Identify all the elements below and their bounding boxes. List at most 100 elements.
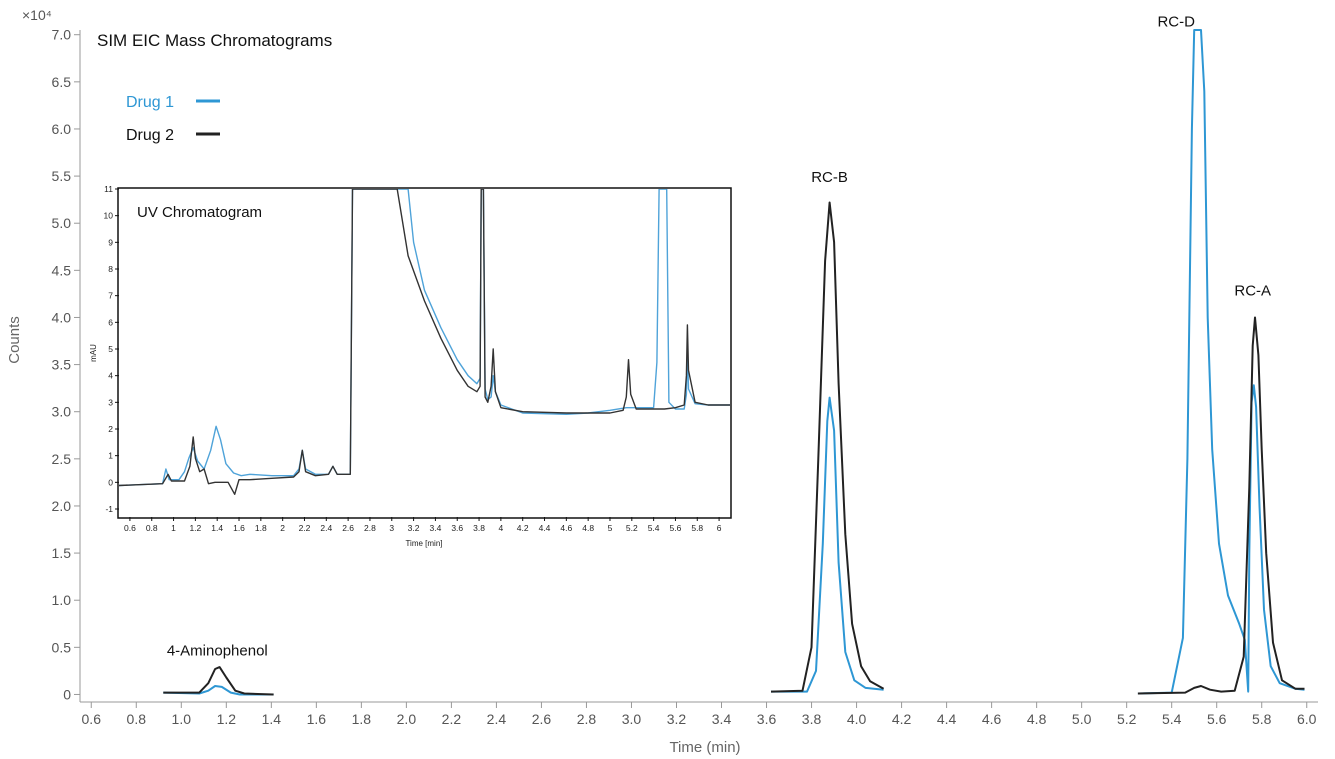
x-tick-label: 5.6 (1207, 711, 1227, 727)
inset-x-tick-label: 4.8 (582, 523, 594, 533)
legend: Drug 1 Drug 2 (126, 94, 220, 144)
inset-x-ticks: 0.6 0.8 1 1.2 1.4 1.6 1.8 2 2.2 2.4 2.6 2.8 3 3.2 3.4 3… (124, 517, 722, 533)
y-tick-label: 3.5 (52, 357, 72, 373)
inset-y-tick-label: 8 (108, 264, 113, 274)
inset-series (119, 189, 730, 495)
inset-y-tick-label: 11 (104, 184, 113, 194)
inset-x-tick-label: 0.6 (124, 523, 136, 533)
legend-entry-drug-1: Drug 1 (126, 94, 174, 111)
inset-y-tick-label: 7 (108, 291, 113, 301)
inset-x-tick-label: 5.4 (648, 523, 660, 533)
y-tick-label: 4.0 (52, 309, 72, 325)
inset-x-axis-label: Time [min] (405, 539, 442, 548)
x-tick-label: 3.0 (622, 711, 642, 727)
y-tick-label: 1.5 (52, 545, 72, 561)
inset-y-tick-label: 2 (108, 424, 113, 434)
inset-x-tick-label: 2 (280, 523, 285, 533)
x-tick-label: 3.6 (757, 711, 777, 727)
inset-y-tick-label: 9 (108, 237, 113, 247)
inset-x-tick-label: 3.4 (429, 523, 441, 533)
y-tick-label: 3.0 (52, 404, 72, 420)
y-tick-label: 1.0 (52, 592, 72, 608)
x-tick-label: 4.8 (1027, 711, 1047, 727)
x-tick-label: 5.0 (1072, 711, 1092, 727)
series-drug-1-trace (1137, 29, 1305, 695)
inset-x-tick-label: 4.6 (560, 523, 572, 533)
x-tick-label: 1.6 (307, 711, 327, 727)
peak-label-rc-a: RC-A (1234, 282, 1271, 299)
y-tick-label: 6.0 (52, 121, 72, 137)
inset-y-tick-label: 4 (108, 371, 113, 381)
inset-x-tick-label: 3.2 (408, 523, 420, 533)
inset-x-tick-label: 0.8 (146, 523, 158, 533)
x-tick-label: 1.0 (172, 711, 192, 727)
x-tick-label: 3.2 (667, 711, 687, 727)
inset-y-tick-label: 5 (108, 344, 113, 354)
inset-x-tick-label: 4.4 (539, 523, 551, 533)
inset-x-tick-label: 6 (717, 523, 722, 533)
inset-x-tick-label: 1.2 (189, 523, 201, 533)
x-tick-label: 5.2 (1117, 711, 1137, 727)
peak-label-rc-b: RC-B (811, 169, 848, 186)
inset-x-tick-label: 2.4 (320, 523, 332, 533)
inset-x-tick-label: 5.8 (691, 523, 703, 533)
x-ticks: 0.6 0.8 1.0 1.2 1.4 1.6 1.8 2.0 2.2 2.4 2.6 2.8 3.0 3… (82, 702, 1317, 727)
inset-series-drug-1-trace (119, 189, 730, 487)
x-tick-label: 0.6 (82, 711, 102, 727)
x-tick-label: 1.2 (217, 711, 237, 727)
inset-y-tick-label: 3 (108, 397, 113, 407)
inset-x-tick-label: 5 (608, 523, 613, 533)
x-tick-label: 2.4 (487, 711, 507, 727)
x-tick-label: 0.8 (127, 711, 147, 727)
y-tick-label: 5.5 (52, 168, 72, 184)
series-drug-1-trace (163, 685, 274, 696)
uv-inset-chart: 0.6 0.8 1 1.2 1.4 1.6 1.8 2 2.2 2.4 2.6 2.8 3 3.2 3.4 3… (89, 184, 732, 548)
x-tick-label: 5.4 (1162, 711, 1182, 727)
x-tick-label: 4.2 (892, 711, 912, 727)
x-tick-label: 2.0 (397, 711, 417, 727)
inset-title: UV Chromatogram (137, 204, 262, 221)
y-tick-label: 2.0 (52, 498, 72, 514)
x-axis-label: Time (min) (669, 739, 740, 756)
peak-annotations: 4-Aminophenol RC-B RC-D RC-A (167, 14, 1271, 660)
y-tick-label: 6.5 (52, 74, 72, 90)
y-axis-label: Counts (6, 316, 23, 364)
inset-x-tick-label: 4.2 (517, 523, 529, 533)
inset-y-tick-label: 10 (104, 211, 114, 221)
inset-x-tick-label: 3 (389, 523, 394, 533)
x-tick-label: 4.6 (982, 711, 1002, 727)
peak-label-4-aminophenol: 4-Aminophenol (167, 642, 268, 659)
inset-y-tick-label: -1 (105, 504, 113, 514)
series-drug-1-trace (771, 396, 884, 693)
y-tick-label: 2.5 (52, 451, 72, 467)
inset-x-tick-label: 1.8 (255, 523, 267, 533)
main-axes: 0.6 0.8 1.0 1.2 1.4 1.6 1.8 2.0 2.2 2.4 2.6 2.8 3.0 3… (52, 27, 1318, 727)
legend-entry-drug-2: Drug 2 (126, 127, 174, 144)
inset-x-tick-label: 5.2 (626, 523, 638, 533)
inset-x-tick-label: 1.4 (211, 523, 223, 533)
x-tick-label: 2.8 (577, 711, 597, 727)
inset-x-tick-label: 2.2 (299, 523, 311, 533)
chart-title: SIM EIC Mass Chromatograms (97, 31, 332, 50)
inset-x-tick-label: 1.6 (233, 523, 245, 533)
x-tick-label: 5.8 (1252, 711, 1272, 727)
main-series (163, 29, 1305, 696)
inset-x-tick-label: 3.8 (473, 523, 485, 533)
x-tick-label: 3.4 (712, 711, 732, 727)
series-drug-2-trace (770, 201, 885, 693)
inset-x-tick-label: 4 (499, 523, 504, 533)
y-tick-label: 7.0 (52, 27, 72, 43)
y-ticks: 0 0.5 1.0 1.5 2.0 2.5 3.0 3.5 4.0 4.5 5.0 5.5 6.0 6.5… (52, 27, 80, 702)
inset-y-axis-label: mAU (89, 344, 98, 362)
inset-y-tick-label: 6 (108, 317, 113, 327)
x-tick-label: 1.4 (262, 711, 282, 727)
inset-x-tick-label: 2.6 (342, 523, 354, 533)
inset-x-tick-label: 5.6 (670, 523, 682, 533)
inset-y-ticks: -1 0 1 2 3 4 5 6 7 8 9 10 11 (104, 184, 119, 514)
y-tick-label: 5.0 (52, 215, 72, 231)
y-axis-multiplier: ×10⁴ (22, 7, 52, 23)
inset-y-tick-label: 0 (108, 477, 113, 487)
x-tick-label: 4.4 (937, 711, 957, 727)
x-tick-label: 6.0 (1297, 711, 1317, 727)
